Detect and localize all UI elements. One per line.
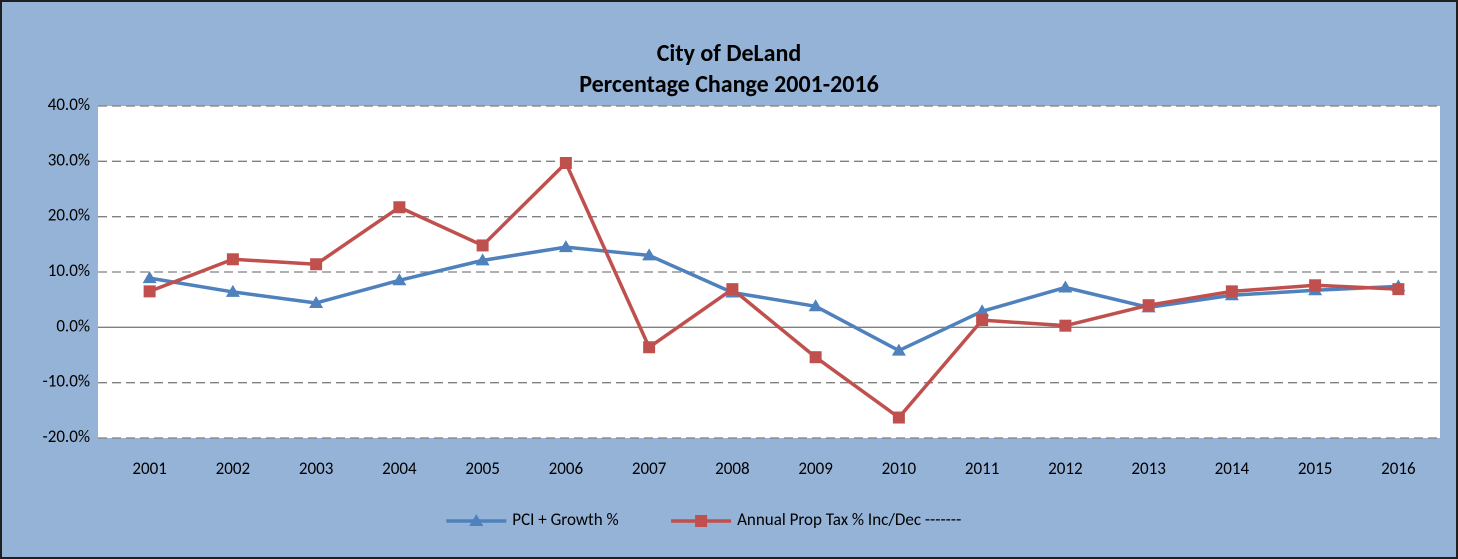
x-tick-label: 2015 [1298,458,1332,479]
marker [1059,319,1072,332]
legend-label: Annual Prop Tax % Inc/Dec ------- [737,509,961,530]
marker [1392,283,1405,296]
x-tick-label: 2004 [382,458,417,479]
marker [1058,280,1073,293]
x-tick-label: 2007 [632,458,667,479]
marker [643,341,656,354]
marker [309,295,324,308]
marker [558,240,573,253]
marker [310,258,323,271]
marker [891,343,906,356]
y-tick-label: 40.0% [48,94,90,115]
legend-label: PCI + Growth % [512,509,618,530]
y-tick-label: 0.0% [56,315,90,336]
marker [1142,299,1155,312]
marker [892,411,905,424]
marker [476,239,489,252]
x-tick-label: 2006 [549,458,584,479]
y-tick-label: -10.0% [43,371,91,392]
x-tick-label: 2013 [1131,458,1165,479]
marker [695,515,708,527]
x-tick-label: 2012 [1048,458,1082,479]
x-tick-label: 2009 [798,458,833,479]
marker [469,514,484,526]
marker [393,201,406,214]
x-tick-label: 2008 [715,458,749,479]
marker [1225,285,1238,298]
marker [226,253,239,266]
x-tick-label: 2016 [1381,458,1416,479]
x-tick-label: 2014 [1215,458,1250,479]
x-tick-label: 2011 [965,458,999,479]
marker [808,299,823,312]
series-line [148,161,1399,420]
chart-subtitle: Percentage Change 2001-2016 [579,70,879,99]
x-tick-label: 2003 [299,458,333,479]
plot-area [98,106,1440,438]
y-tick-label: 10.0% [48,260,90,281]
chart-title: City of DeLand [657,39,802,68]
marker [225,284,240,297]
x-tick-label: 2005 [465,458,499,479]
marker [975,304,990,317]
marker [559,156,572,169]
marker [726,283,739,296]
series-line [149,245,1399,353]
marker [642,248,657,261]
marker [475,253,490,266]
x-tick-label: 2010 [882,458,917,479]
y-tick-label: 30.0% [48,149,90,170]
y-tick-label: 20.0% [48,205,90,226]
y-tick-label: -20.0% [43,426,91,447]
marker [392,273,407,286]
marker [1309,279,1322,292]
marker [809,351,822,364]
marker [976,314,989,327]
x-tick-label: 2001 [132,458,166,479]
x-tick-label: 2002 [216,458,250,479]
marker [143,285,156,298]
marker [142,271,157,284]
